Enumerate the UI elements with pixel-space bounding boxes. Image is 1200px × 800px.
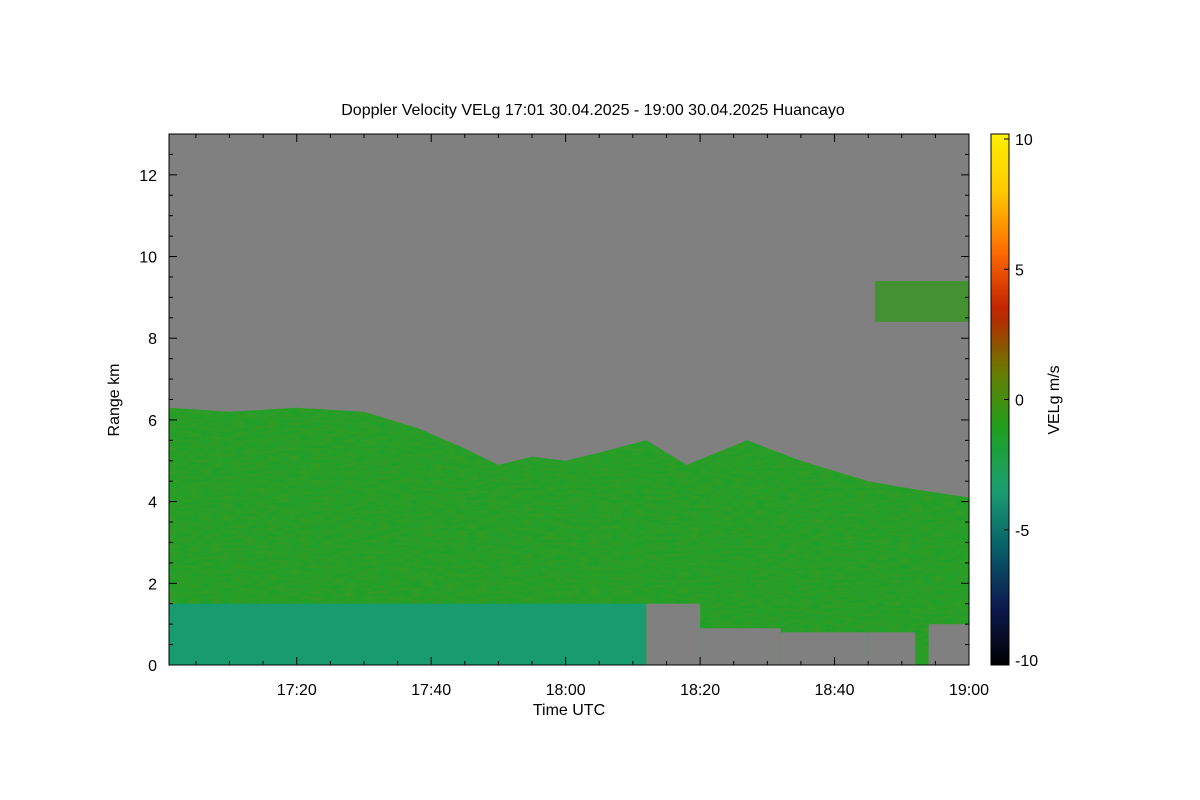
x-tick-label: 19:00 [949, 682, 989, 699]
near-surface-gap [780, 632, 869, 665]
colorbar-label: VELg m/s [1046, 365, 1063, 434]
near-surface-gap [700, 628, 781, 665]
y-axis: 0 2 4 6 8 10 12 [139, 133, 969, 675]
x-tick-label: 17:20 [277, 682, 317, 699]
y-tick-label: 2 [148, 576, 157, 593]
y-tick-label: 8 [148, 331, 157, 348]
y-tick-label: 10 [139, 250, 157, 267]
lower-layer-region [169, 603, 647, 665]
x-axis-label: Time UTC [533, 702, 605, 719]
y-axis-label: Range km [106, 364, 123, 437]
chart-title: Doppler Velocity VELg 17:01 30.04.2025 -… [341, 102, 845, 119]
x-tick-label: 18:20 [680, 682, 720, 699]
colorbar-tick-label: 10 [1015, 132, 1033, 149]
y-tick-label: 6 [148, 413, 157, 430]
y-tick-label: 12 [139, 168, 157, 185]
colorbar-tick-label: 5 [1015, 262, 1024, 279]
upper-echo-patch [874, 281, 969, 322]
y-tick-label: 0 [148, 658, 157, 675]
plot-area [168, 133, 970, 666]
colorbar-tick-label: -5 [1015, 523, 1029, 540]
near-surface-gap [928, 624, 969, 665]
colorbar-tick-label: -10 [1015, 653, 1038, 670]
near-surface-gap [868, 632, 916, 665]
near-surface-gap [646, 603, 701, 665]
colorbar: 10 5 0 -5 -10 [990, 132, 1038, 670]
y-tick-label: 4 [148, 495, 157, 512]
echo-texture [169, 407, 969, 665]
x-axis: 17:20 17:40 18:00 18:20 18:40 19:00 [195, 134, 989, 699]
x-tick-label: 18:40 [815, 682, 855, 699]
colorbar-tick-label: 0 [1015, 393, 1024, 410]
x-tick-label: 17:40 [411, 682, 451, 699]
x-tick-label: 18:00 [546, 682, 586, 699]
